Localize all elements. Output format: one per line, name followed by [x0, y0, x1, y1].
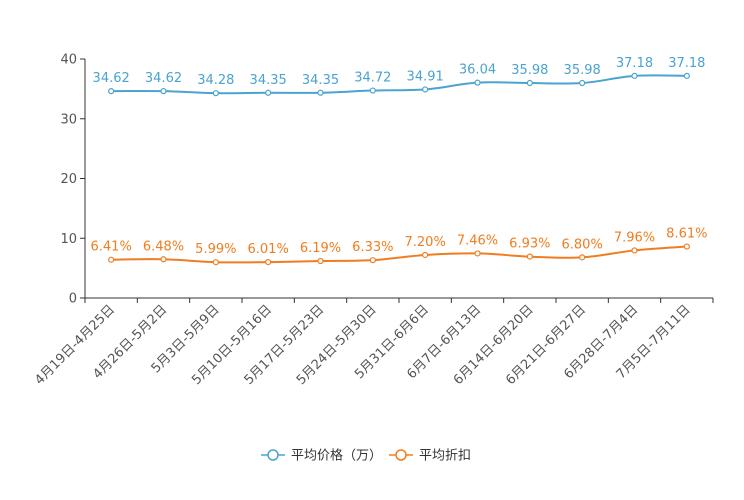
legend-item-1: 平均价格（万） — [261, 448, 382, 464]
y-tick-label: 20 — [60, 172, 77, 187]
data-label: 8.61% — [666, 227, 707, 242]
data-point — [160, 88, 167, 95]
data-point — [526, 253, 533, 260]
y-tick-label: 40 — [60, 53, 77, 68]
data-label: 34.91 — [407, 69, 444, 84]
data-point — [108, 256, 115, 263]
data-point — [212, 259, 219, 266]
series-layer: 34.62 34.62 34.28 34.35 34.35 34.72 34.91 36.04… — [91, 56, 707, 266]
legend-label: 平均折扣 — [419, 449, 471, 464]
legend: 平均价格（万） 平均折扣 — [261, 448, 471, 464]
data-point — [631, 72, 638, 79]
data-point — [422, 251, 429, 259]
data-point — [108, 88, 115, 95]
data-label: 35.98 — [511, 63, 548, 78]
data-label: 6.33% — [352, 240, 393, 255]
data-point — [579, 79, 586, 87]
legend-item-2: 平均折扣 — [389, 449, 471, 464]
data-label: 7.20% — [405, 235, 446, 250]
data-point — [474, 250, 481, 257]
data-point — [422, 86, 429, 93]
data-label: 6.80% — [562, 237, 603, 252]
data-label: 5.99% — [195, 242, 236, 257]
series-line — [111, 74, 687, 95]
data-label: 6.41% — [91, 240, 132, 255]
data-point — [631, 247, 638, 254]
data-point — [317, 89, 324, 96]
data-label: 6.48% — [143, 239, 184, 254]
data-point — [369, 257, 376, 264]
data-label: 6.93% — [509, 237, 550, 252]
data-label: 36.04 — [459, 63, 496, 78]
legend-label: 平均价格（万） — [291, 448, 382, 464]
legend-marker-icon — [395, 449, 407, 461]
x-axis: 4月19日-4月25日4月26日-5月2日5月3日-5月9日5月10日-5月16… — [32, 297, 714, 388]
data-point — [212, 90, 219, 97]
series-line — [111, 245, 687, 264]
data-label: 34.35 — [250, 73, 287, 88]
data-point — [369, 87, 376, 94]
data-label: 35.98 — [564, 63, 601, 78]
series-1: 34.62 34.62 34.28 34.35 34.35 34.72 34.91 36.04… — [93, 56, 705, 97]
data-point — [317, 257, 324, 265]
data-label: 6.01% — [248, 242, 289, 257]
data-point — [683, 243, 690, 250]
data-label: 34.28 — [197, 73, 234, 88]
data-label: 34.62 — [93, 71, 130, 86]
data-label: 37.18 — [668, 56, 705, 71]
data-label: 7.46% — [457, 233, 498, 248]
data-label: 34.62 — [145, 71, 182, 86]
legend-marker-icon — [267, 449, 279, 461]
y-tick-label: 30 — [60, 112, 77, 127]
data-point — [526, 79, 533, 87]
y-axis: 0 10 20 30 40 — [60, 53, 86, 307]
data-point — [265, 258, 272, 266]
series-2: 6.41% 6.48% 5.99% 6.01% 6.19% 6.33% 7.20% 7.46%… — [91, 227, 707, 266]
data-label: 6.19% — [300, 241, 341, 256]
data-label: 34.72 — [354, 71, 391, 86]
data-point — [160, 256, 167, 263]
y-tick-label: 10 — [60, 232, 77, 247]
data-label: 34.35 — [302, 73, 339, 88]
data-point — [683, 72, 690, 79]
data-label: 37.18 — [616, 56, 653, 71]
data-point — [474, 79, 481, 86]
data-point — [579, 254, 586, 261]
data-point — [265, 89, 272, 96]
y-tick-label: 0 — [69, 292, 77, 307]
data-label: 7.96% — [614, 230, 655, 245]
